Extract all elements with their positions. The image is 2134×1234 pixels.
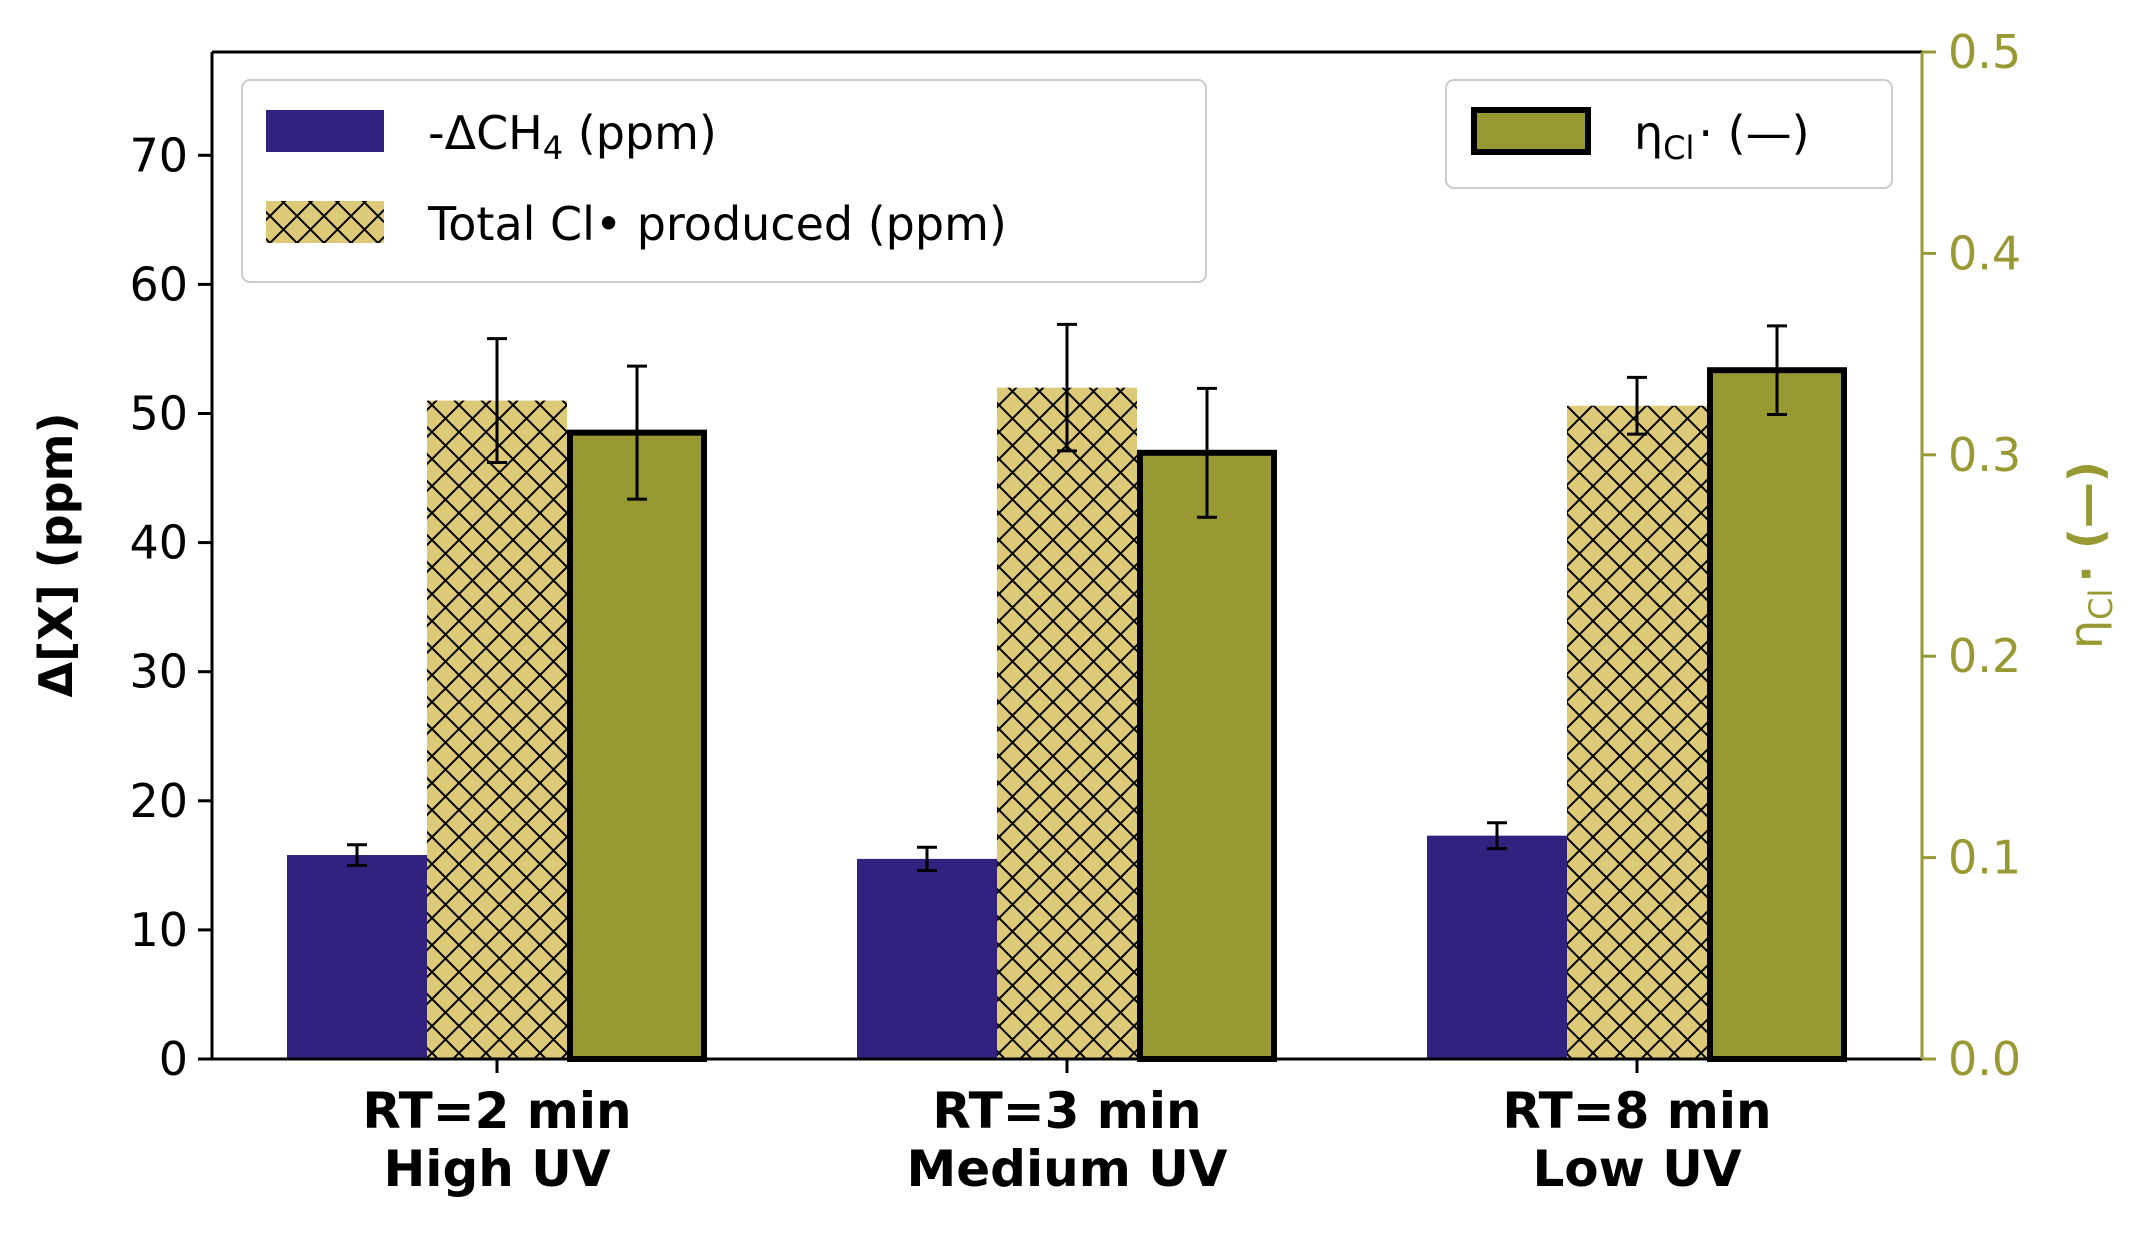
bar-s1-c0 (427, 400, 567, 1060)
bar-s0-c1 (857, 858, 997, 1059)
right-y-axis-label-main: η (2059, 620, 2113, 649)
bars-group (287, 367, 1847, 1063)
bar-s0-c0 (287, 855, 427, 1059)
legend-right: ηCl· (—) (1445, 79, 1893, 189)
legend-label-ch4-pre: -ΔCH (428, 106, 543, 160)
y-tick-label-6: 60 (129, 257, 188, 311)
y-tick-label-3: 30 (129, 645, 188, 699)
bar-s1-c2 (1567, 405, 1707, 1059)
legend-swatch-eta (1471, 107, 1591, 155)
y2-tick-label-0: 0.0 (1948, 1032, 2021, 1086)
right-y-ticks: 0.0 0.1 0.2 0.3 0.4 0.5 (1922, 25, 2021, 1086)
legend-label-ch4-sub: 4 (543, 129, 563, 167)
bar-s1-c1 (997, 387, 1137, 1060)
x-tick-label-2-0: RT=8 min (1502, 1082, 1771, 1140)
x-tick-label-0-0: RT=2 min (362, 1082, 631, 1140)
right-y-axis-label: ηCl · (—) (2059, 461, 2120, 649)
y2-tick-label-2: 0.2 (1948, 629, 2021, 683)
bar-s2-c2 (1707, 367, 1847, 1063)
y-tick-label-1: 10 (129, 903, 188, 957)
y-tick-label-4: 40 (129, 516, 188, 570)
y2-tick-label-1: 0.1 (1948, 831, 2021, 885)
legend-swatch-cl (266, 201, 384, 243)
y-tick-label-2: 20 (129, 774, 188, 828)
right-y-axis-label-sub: Cl (2082, 589, 2120, 620)
y-tick-label-0: 0 (159, 1032, 188, 1086)
x-tick-label-0-1: High UV (383, 1140, 610, 1198)
x-tick-label-1-0: RT=3 min (932, 1082, 1201, 1140)
legend-label-eta-post: · (—) (1698, 106, 1809, 160)
legend-swatch-ch4 (266, 110, 384, 152)
bar-s0-c2 (1427, 835, 1567, 1059)
y-tick-label-7: 70 (129, 128, 188, 182)
legend-label-eta-pre: η (1634, 106, 1663, 160)
legend-label-eta: ηCl· (—) (1634, 106, 1810, 167)
y-tick-label-5: 50 (129, 386, 188, 440)
error-bars-group (347, 322, 1787, 873)
left-y-ticks: 0 10 20 30 40 50 60 70 (129, 128, 212, 1086)
y2-tick-label-3: 0.3 (1948, 428, 2021, 482)
y2-tick-label-5: 0.5 (1948, 25, 2021, 79)
y2-tick-label-4: 0.4 (1948, 226, 2021, 280)
legend-label-ch4: -ΔCH4 (ppm) (428, 106, 717, 167)
right-y-axis-label-rest: · (—) (2059, 461, 2113, 583)
x-tick-label-2-1: Low UV (1532, 1140, 1741, 1198)
bar-s2-c0 (567, 429, 707, 1062)
legend-left: -ΔCH4 (ppm) Total Cl• produced (ppm) (241, 79, 1207, 283)
legend-label-ch4-post: (ppm) (563, 106, 717, 160)
x-tick-label-1-1: Medium UV (907, 1140, 1228, 1198)
legend-label-cl: Total Cl• produced (ppm) (427, 197, 1007, 251)
bar-s2-c1 (1137, 449, 1277, 1062)
left-y-axis-label: Δ[X] (ppm) (29, 413, 83, 698)
legend-left-frame (241, 79, 1207, 283)
legend-label-eta-sub: Cl (1663, 129, 1694, 167)
